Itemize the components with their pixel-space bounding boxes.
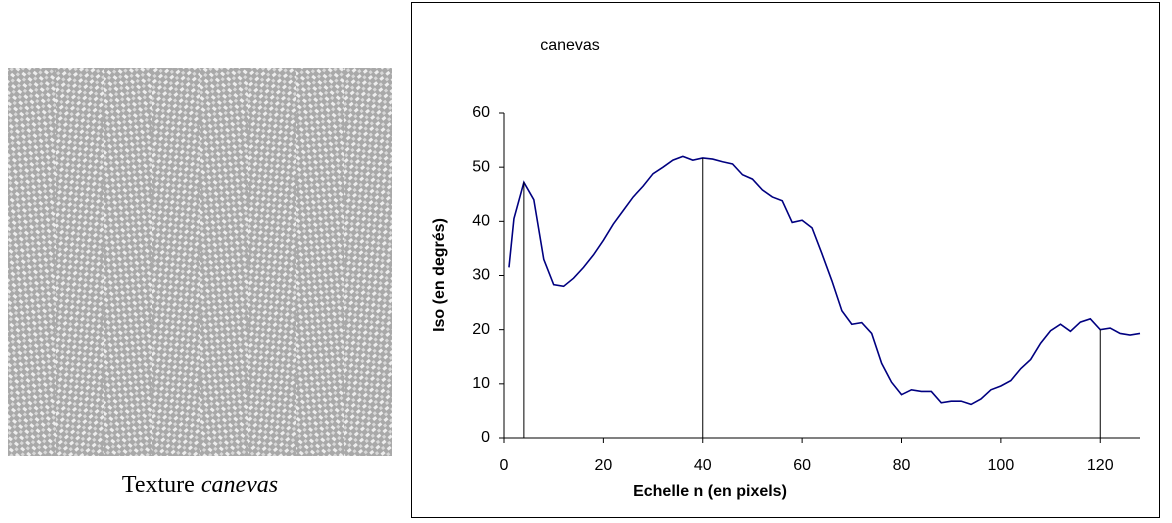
y-tick-label: 20 xyxy=(472,321,490,338)
y-tick-label: 0 xyxy=(481,429,490,446)
y-axis-label: Iso (en degrés) xyxy=(431,218,448,332)
texture-image xyxy=(8,68,392,456)
x-axis-label: Echelle n (en pixels) xyxy=(633,483,787,500)
plot: 0 10 20 30 40 50 60 0 20 40 60 80 100 120 xyxy=(472,104,1141,474)
chart-title: canevas xyxy=(540,37,600,54)
caption-text: Texture xyxy=(122,472,195,498)
y-tick-label: 30 xyxy=(472,267,490,284)
x-tick-label: 100 xyxy=(988,457,1015,474)
x-tick-label: 60 xyxy=(793,457,811,474)
x-tick-label: 40 xyxy=(694,457,712,474)
caption: Texture canevas xyxy=(122,472,278,498)
x-tick-label: 20 xyxy=(594,457,612,474)
y-tick-label: 50 xyxy=(472,158,490,175)
y-tick-label: 10 xyxy=(472,375,490,392)
data-line xyxy=(508,155,1141,406)
x-tick-label: 0 xyxy=(500,457,509,474)
caption-emphasis: canevas xyxy=(201,472,278,498)
x-tick-label: 80 xyxy=(893,457,911,474)
x-tick-label: 120 xyxy=(1087,457,1114,474)
y-tick-label: 60 xyxy=(472,104,490,121)
y-tick-label: 40 xyxy=(472,213,490,230)
